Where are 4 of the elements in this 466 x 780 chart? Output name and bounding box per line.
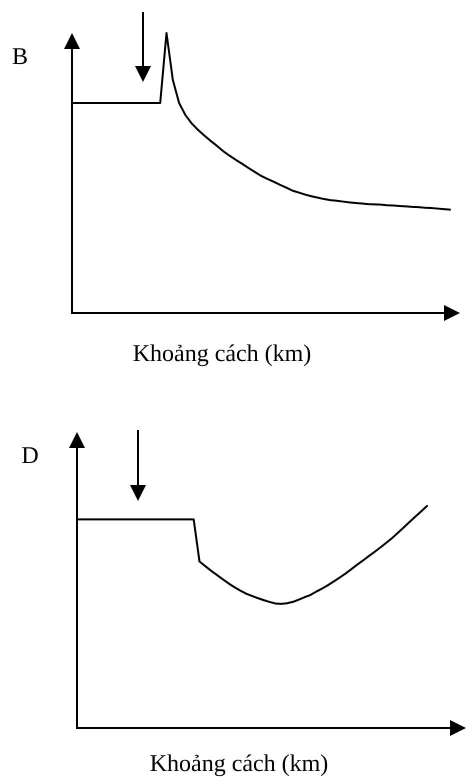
y-axis-title: B [12,44,28,72]
x-axis-title: Khoảng cách (km) [132,341,312,369]
y-axis-title: D [21,443,39,471]
x-axis-title: Khoảng cách (km) [150,751,328,779]
